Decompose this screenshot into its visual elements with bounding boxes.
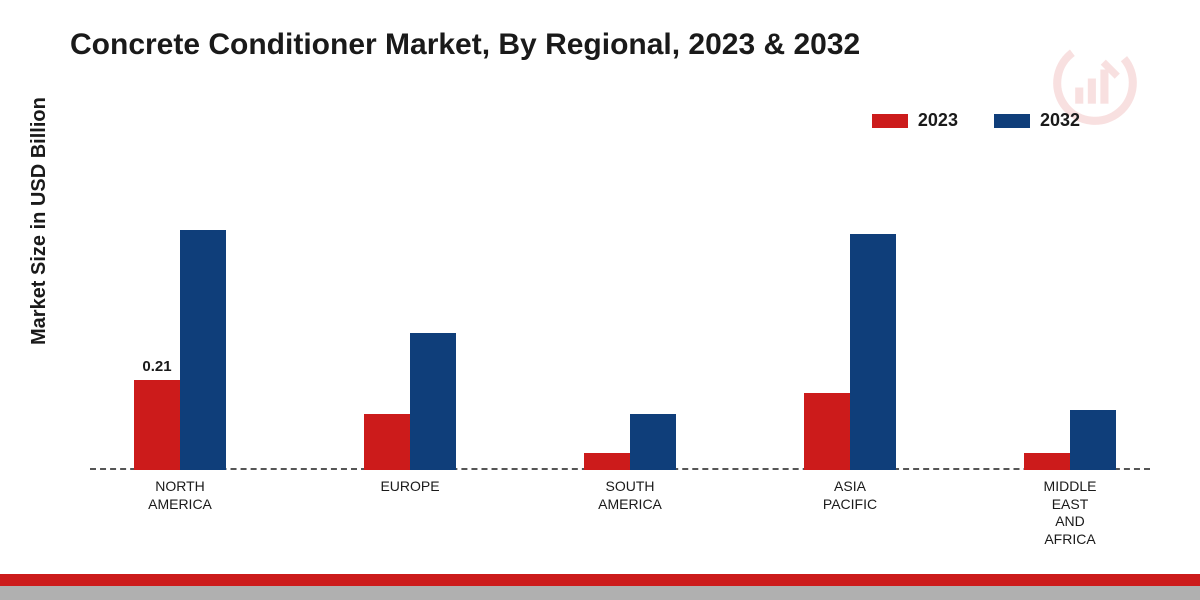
footer-bar (0, 574, 1200, 600)
y-axis-label: Market Size in USD Billion (28, 97, 51, 345)
bar-group: SOUTH AMERICA (560, 414, 700, 470)
legend-swatch-2023 (872, 114, 908, 128)
bar (850, 234, 896, 470)
legend: 2023 2032 (872, 110, 1080, 131)
bar (804, 393, 850, 470)
x-axis-category-label: EUROPE (380, 478, 439, 496)
legend-item-2032: 2032 (994, 110, 1080, 131)
legend-item-2023: 2023 (872, 110, 958, 131)
x-axis-category-label: SOUTH AMERICA (598, 478, 662, 513)
x-axis-category-label: MIDDLE EAST AND AFRICA (1044, 478, 1097, 548)
x-axis-category-label: ASIA PACIFIC (823, 478, 877, 513)
bar (1024, 453, 1070, 470)
bar (180, 230, 226, 470)
legend-swatch-2032 (994, 114, 1030, 128)
bar (364, 414, 410, 470)
bar (630, 414, 676, 470)
bar-group: 0.21NORTH AMERICA (110, 230, 250, 470)
bar-group: ASIA PACIFIC (780, 234, 920, 470)
footer-grey-stripe (0, 586, 1200, 600)
bar (1070, 410, 1116, 470)
bar (410, 333, 456, 470)
bar-group: EUROPE (340, 333, 480, 470)
legend-label-2032: 2032 (1040, 110, 1080, 131)
bar: 0.21 (134, 380, 180, 470)
bar-value-label: 0.21 (142, 358, 171, 375)
bar (584, 453, 630, 470)
chart-title: Concrete Conditioner Market, By Regional… (70, 28, 860, 62)
x-axis-category-label: NORTH AMERICA (148, 478, 212, 513)
bar-group: MIDDLE EAST AND AFRICA (1000, 410, 1140, 470)
footer-red-stripe (0, 574, 1200, 586)
chart-plot-area: 0.21NORTH AMERICA EUROPE SOUTH AMERICA ASIA… (90, 170, 1150, 470)
legend-label-2023: 2023 (918, 110, 958, 131)
